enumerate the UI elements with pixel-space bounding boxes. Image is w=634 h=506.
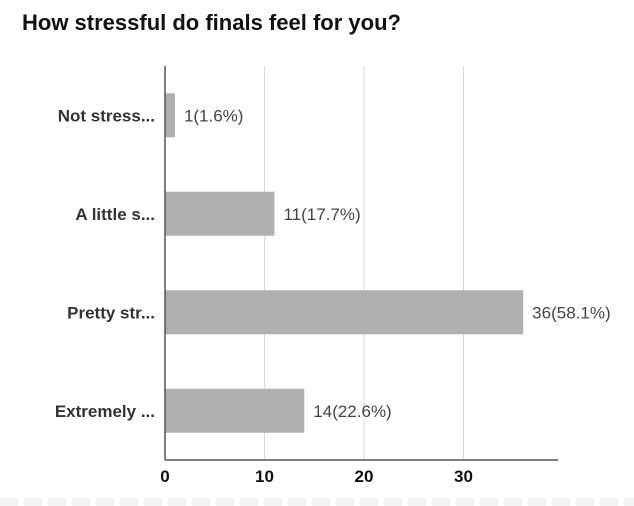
data-label: 36(58.1%) <box>532 303 610 322</box>
data-label: 11(17.7%) <box>283 205 360 224</box>
x-tick-label: 20 <box>355 467 374 486</box>
bottom-divider <box>0 498 634 506</box>
labels: 0 10 20 30 Not stress... 1(1.6%) A little s...… <box>55 106 611 486</box>
x-tick-label: 0 <box>160 467 169 486</box>
bar <box>165 93 175 138</box>
category-label: A little s... <box>75 205 155 224</box>
bar <box>165 191 275 236</box>
data-label: 14(22.6%) <box>313 402 391 421</box>
bar <box>165 388 305 433</box>
category-label: Pretty str... <box>67 303 155 322</box>
bar <box>165 290 524 335</box>
x-tick-label: 10 <box>255 467 274 486</box>
x-tick-label: 30 <box>454 467 473 486</box>
chart-title: How stressful do finals feel for you? <box>22 10 401 35</box>
category-label: Extremely ... <box>55 402 155 421</box>
axes <box>164 66 558 461</box>
data-label: 1(1.6%) <box>184 106 244 125</box>
bars <box>165 93 524 433</box>
category-label: Not stress... <box>58 106 155 125</box>
